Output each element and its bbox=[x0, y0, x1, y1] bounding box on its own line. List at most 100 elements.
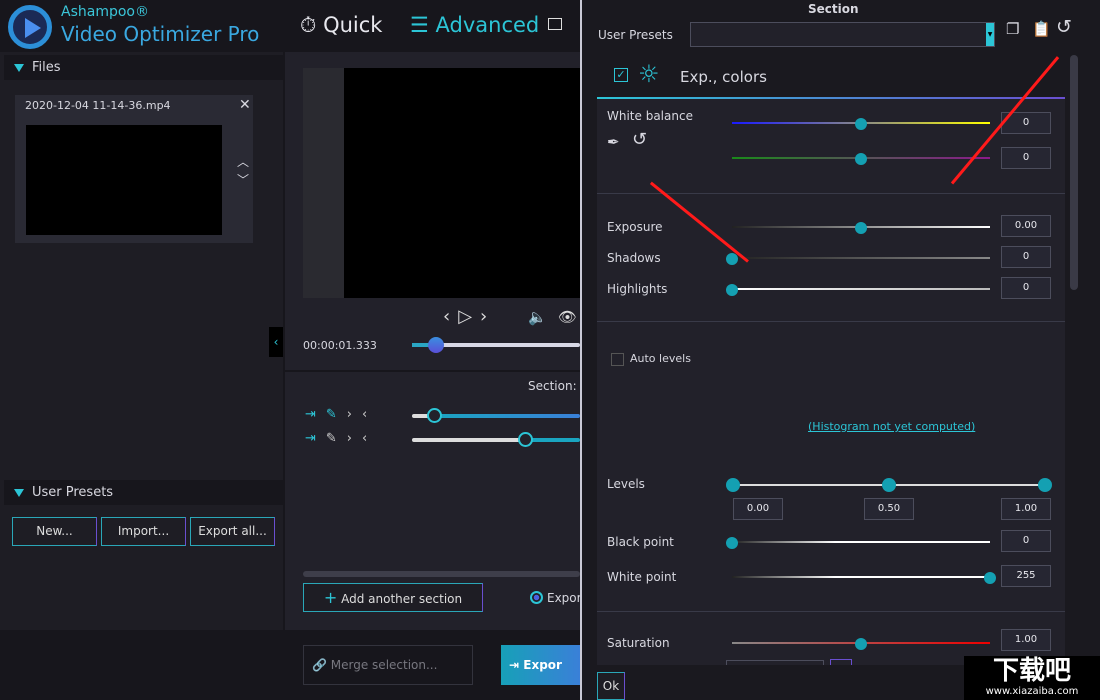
highlights-value[interactable]: 0 bbox=[1001, 277, 1051, 299]
shadows-slider[interactable] bbox=[726, 253, 990, 265]
merge-selection-button[interactable]: 🔗 Merge selection... bbox=[303, 645, 473, 685]
saturation-value[interactable]: 1.00 bbox=[1001, 629, 1051, 651]
add-section-label: Add another section bbox=[341, 592, 463, 606]
preview-area: ‹▷› 🔈 👁 00:00:01.333 Section: ⇥✎›‹ ⇥✎›‹ … bbox=[285, 52, 580, 630]
collapse-panel-button[interactable]: ‹ bbox=[269, 327, 283, 357]
slider-knob[interactable] bbox=[855, 153, 867, 165]
levels-label: Levels bbox=[607, 477, 645, 491]
slider-knob[interactable] bbox=[726, 284, 738, 296]
wb-temperature-slider[interactable] bbox=[732, 118, 990, 130]
reset-white-balance-icon[interactable]: ↺ bbox=[632, 129, 648, 150]
user-presets-header-label: User Presets bbox=[32, 485, 114, 500]
add-section-button[interactable]: + Add another section bbox=[303, 583, 483, 612]
saturation-slider[interactable] bbox=[732, 638, 990, 650]
slider-knob[interactable] bbox=[726, 253, 738, 265]
brand-name: Ashampoo® bbox=[61, 4, 149, 20]
black-point-slider[interactable] bbox=[726, 537, 990, 549]
exposure-slider[interactable] bbox=[732, 222, 990, 234]
sliders-icon: ☰ bbox=[410, 13, 429, 37]
auto-levels-label: Auto levels bbox=[630, 352, 691, 365]
files-header-label: Files bbox=[32, 60, 61, 75]
playback-controls[interactable]: ‹▷› bbox=[443, 306, 496, 327]
levels-high-knob[interactable] bbox=[1038, 478, 1052, 492]
eye-icon[interactable]: 👁 bbox=[558, 308, 578, 326]
new-preset-button[interactable]: New... bbox=[12, 517, 97, 546]
nav-quick[interactable]: ⏱ Quick bbox=[300, 13, 382, 38]
black-point-value[interactable]: 0 bbox=[1001, 530, 1051, 552]
shadows-value[interactable]: 0 bbox=[1001, 246, 1051, 268]
wb-tint-value[interactable]: 0 bbox=[1001, 147, 1051, 169]
plus-icon: + bbox=[323, 588, 338, 607]
vertical-scrollbar[interactable] bbox=[1070, 55, 1078, 290]
slider-knob[interactable] bbox=[984, 572, 996, 584]
section-row-1-icons[interactable]: ⇥✎›‹ bbox=[305, 407, 378, 422]
levels-high-value[interactable]: 1.00 bbox=[1001, 498, 1051, 520]
section-label: Section: bbox=[528, 379, 577, 393]
wb-temperature-value[interactable]: 0 bbox=[1001, 112, 1051, 134]
files-header[interactable]: Files bbox=[4, 55, 283, 80]
copy-icon[interactable]: ❐ bbox=[1006, 20, 1020, 38]
horizontal-scrollbar[interactable] bbox=[303, 571, 580, 577]
paste-icon[interactable]: 📋 bbox=[1032, 20, 1051, 38]
levels-mid-knob[interactable] bbox=[882, 478, 896, 492]
section-2-slider[interactable] bbox=[412, 438, 580, 442]
levels-slider[interactable] bbox=[726, 478, 1052, 492]
dropdown-arrow-icon: ▼ bbox=[986, 23, 994, 46]
auto-levels-checkbox[interactable] bbox=[611, 353, 624, 366]
export-all-button[interactable]: Export all... bbox=[190, 517, 275, 546]
white-point-value[interactable]: 255 bbox=[1001, 565, 1051, 587]
time-display: 00:00:01.333 bbox=[303, 339, 377, 352]
section-1-knob[interactable] bbox=[427, 408, 442, 423]
saturation-extra-button[interactable] bbox=[830, 659, 852, 665]
saturation-extra-field[interactable] bbox=[726, 660, 824, 665]
file-card[interactable]: 2020-12-04 11-14-36.mp4 ✕ ︿ ﹀ bbox=[15, 95, 253, 243]
white-balance-label: White balance bbox=[607, 109, 693, 123]
export-label: Expor bbox=[523, 658, 562, 672]
user-presets-header[interactable]: User Presets bbox=[4, 480, 283, 505]
saturation-label: Saturation bbox=[607, 636, 670, 650]
user-presets-select[interactable]: ▼ bbox=[690, 22, 995, 47]
white-point-label: White point bbox=[607, 570, 677, 584]
merge-label: Merge selection... bbox=[330, 658, 438, 672]
product-name: Video Optimizer Pro bbox=[61, 22, 260, 46]
histogram-link[interactable]: (Histogram not yet computed) bbox=[808, 420, 976, 433]
group-enabled-checkbox[interactable]: ✓ bbox=[614, 68, 628, 82]
import-preset-button[interactable]: Import... bbox=[101, 517, 186, 546]
slider-knob[interactable] bbox=[855, 638, 867, 650]
highlights-slider[interactable] bbox=[726, 284, 990, 296]
levels-mid-value[interactable]: 0.50 bbox=[864, 498, 914, 520]
nav-advanced[interactable]: ☰ Advanced bbox=[410, 13, 539, 37]
collapse-icon bbox=[14, 64, 24, 72]
watermark-text: 下载吧 bbox=[992, 656, 1071, 686]
eyedropper-icon[interactable]: ✒ bbox=[607, 133, 620, 151]
stopwatch-icon: ⏱ bbox=[300, 13, 317, 37]
section-2-knob[interactable] bbox=[518, 432, 533, 447]
timeline-knob[interactable] bbox=[428, 337, 444, 353]
export-button[interactable]: ⇥ Expor bbox=[501, 645, 580, 685]
ok-button[interactable]: Ok bbox=[597, 672, 625, 700]
section-1-slider[interactable] bbox=[412, 414, 580, 418]
left-panel: Files 2020-12-04 11-14-36.mp4 ✕ ︿ ﹀ User … bbox=[0, 52, 283, 630]
watermark-url: www.xiazaiba.com bbox=[985, 686, 1079, 697]
slider-knob[interactable] bbox=[726, 537, 738, 549]
wb-tint-slider[interactable] bbox=[732, 153, 990, 165]
sun-icon: ☼ bbox=[638, 60, 660, 88]
black-point-label: Black point bbox=[607, 535, 674, 549]
slider-knob[interactable] bbox=[855, 118, 867, 130]
slider-knob[interactable] bbox=[855, 222, 867, 234]
exposure-value[interactable]: 0.00 bbox=[1001, 215, 1051, 237]
section-row-2-icons[interactable]: ⇥✎›‹ bbox=[305, 431, 378, 446]
reorder-arrows-icon[interactable]: ︿ ﹀ bbox=[237, 155, 250, 187]
levels-low-value[interactable]: 0.00 bbox=[733, 498, 783, 520]
levels-low-knob[interactable] bbox=[726, 478, 740, 492]
volume-icon[interactable]: 🔈 bbox=[528, 308, 547, 326]
group-title: Exp., colors bbox=[680, 68, 767, 86]
window-icon[interactable] bbox=[548, 18, 562, 30]
timeline-slider[interactable] bbox=[412, 343, 580, 347]
nav-quick-label: Quick bbox=[323, 13, 383, 37]
close-icon[interactable]: ✕ bbox=[239, 97, 251, 113]
reset-all-icon[interactable]: ↺ bbox=[1056, 16, 1072, 38]
white-point-slider[interactable] bbox=[732, 572, 996, 584]
user-presets-label: User Presets bbox=[598, 28, 673, 42]
export-radio[interactable] bbox=[530, 591, 543, 604]
